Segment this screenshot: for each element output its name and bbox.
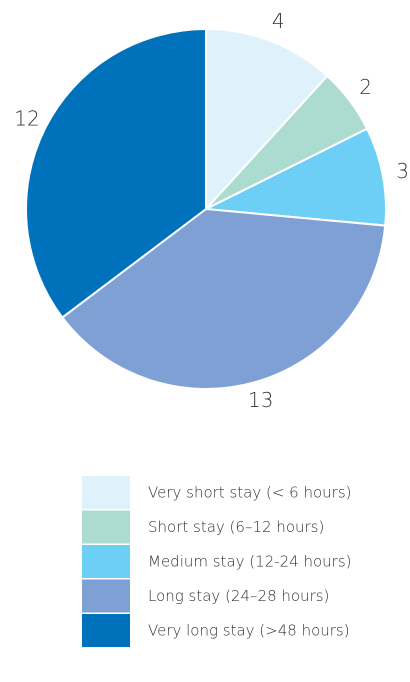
- legend-label: Very short stay (< 6 hours): [148, 484, 352, 502]
- legend-swatch: [82, 614, 130, 647]
- slice-label: 3: [396, 159, 409, 183]
- pie-slice: [25, 27, 207, 319]
- legend-swatch: [82, 476, 130, 509]
- pie-slice: [202, 127, 387, 227]
- legend-swatch: [82, 579, 130, 613]
- slice-label: 12: [14, 106, 39, 130]
- legend-label: Long stay (24–28 hours): [148, 587, 329, 605]
- legend-label: Short stay (6–12 hours): [148, 518, 324, 536]
- legend-label: Medium stay (12-24 hours): [148, 553, 352, 571]
- legend-label: Very long stay (>48 hours): [148, 622, 350, 640]
- legend-swatch: [82, 545, 130, 578]
- pie-slice: [60, 207, 387, 390]
- slice-label: 13: [248, 388, 273, 412]
- pie-slice: [205, 27, 329, 212]
- slice-label: 2: [359, 75, 372, 99]
- slice-label: 4: [272, 9, 285, 33]
- legend-swatch: [82, 510, 130, 544]
